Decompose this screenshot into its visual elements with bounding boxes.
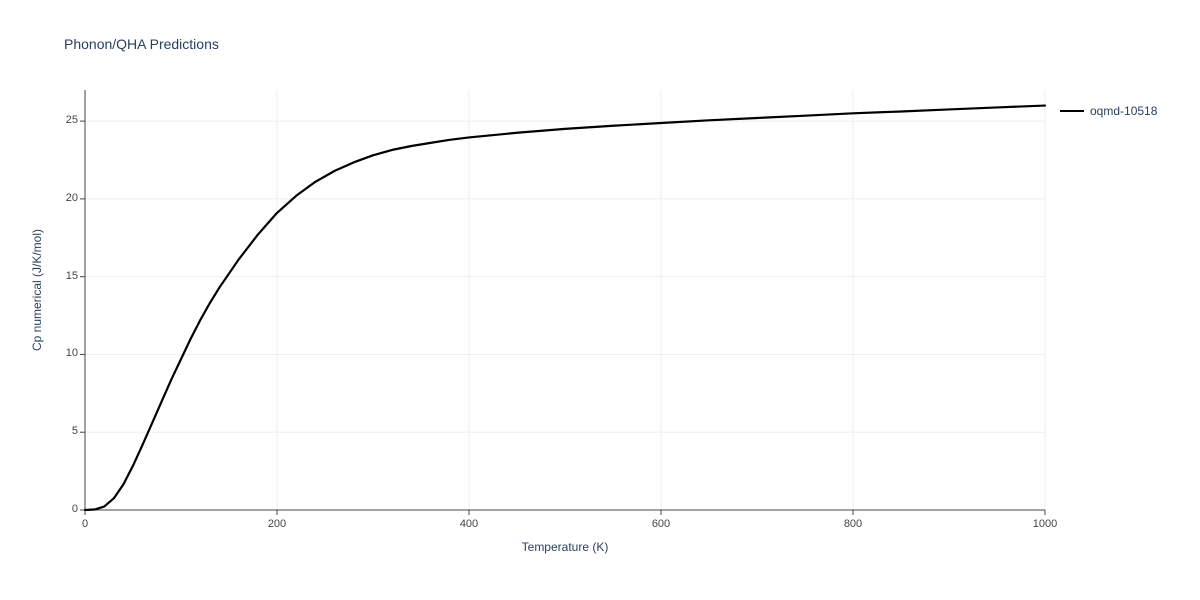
- x-tick-label: 600: [646, 518, 676, 530]
- x-axis-label: Temperature (K): [505, 540, 625, 554]
- chart-container: Phonon/QHA Predictions 02004006008001000…: [0, 0, 1200, 600]
- x-tick-label: 0: [70, 518, 100, 530]
- legend: oqmd-10518: [1060, 104, 1157, 118]
- x-tick-label: 200: [262, 518, 292, 530]
- legend-item[interactable]: oqmd-10518: [1060, 104, 1157, 118]
- y-tick-label: 15: [50, 270, 78, 282]
- x-tick-label: 800: [838, 518, 868, 530]
- x-tick-label: 400: [454, 518, 484, 530]
- y-tick-label: 25: [50, 114, 78, 126]
- plot-area: [0, 0, 1200, 600]
- y-tick-label: 5: [50, 425, 78, 437]
- y-tick-label: 10: [50, 347, 78, 359]
- series-line[interactable]: [85, 106, 1045, 510]
- legend-label: oqmd-10518: [1090, 104, 1157, 118]
- y-tick-label: 0: [50, 503, 78, 515]
- legend-swatch: [1060, 110, 1084, 112]
- y-tick-label: 20: [50, 192, 78, 204]
- x-tick-label: 1000: [1030, 518, 1060, 530]
- y-axis-label: Cp numerical (J/K/mol): [30, 210, 44, 370]
